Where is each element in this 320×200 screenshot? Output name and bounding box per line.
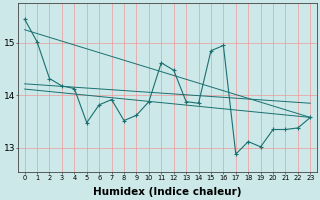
X-axis label: Humidex (Indice chaleur): Humidex (Indice chaleur) — [93, 187, 242, 197]
